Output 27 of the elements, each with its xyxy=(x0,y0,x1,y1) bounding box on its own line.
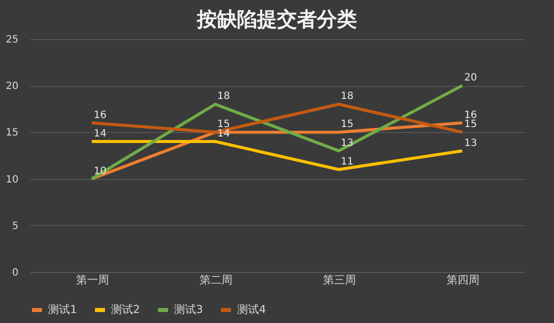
data-label: 15 xyxy=(340,119,354,130)
data-label: 14 xyxy=(94,128,106,140)
chart-title: 按缺陷提交者分类 xyxy=(196,7,357,31)
data-label: 18 xyxy=(217,91,230,102)
y-tick-label: 10 xyxy=(6,174,18,186)
data-label: 16 xyxy=(464,110,477,121)
data-label: 16 xyxy=(94,110,106,121)
data-label: 11 xyxy=(340,156,354,168)
y-tick-label: 15 xyxy=(6,128,18,139)
data-label: 15 xyxy=(464,119,477,130)
x-tick-label: 第三周 xyxy=(322,274,356,286)
x-tick-label: 第四周 xyxy=(446,274,480,286)
legend-label: 测试4 xyxy=(237,303,266,316)
y-tick-label: 5 xyxy=(12,220,18,232)
x-tick-label: 第一周 xyxy=(76,274,109,286)
data-label: 20 xyxy=(464,72,477,84)
y-tick-label: 0 xyxy=(12,268,18,278)
y-tick-label: 20 xyxy=(6,81,18,92)
line-series xyxy=(90,84,464,180)
legend-label: 测试2 xyxy=(111,303,140,316)
legend-label: 测试3 xyxy=(174,303,203,316)
legend-label: 测试1 xyxy=(48,303,77,316)
data-label: 13 xyxy=(464,138,477,149)
x-tick-label: 第二周 xyxy=(199,274,232,286)
data-label: 18 xyxy=(340,91,354,102)
data-label: 15 xyxy=(217,119,230,130)
y-tick-label: 25 xyxy=(6,34,18,46)
